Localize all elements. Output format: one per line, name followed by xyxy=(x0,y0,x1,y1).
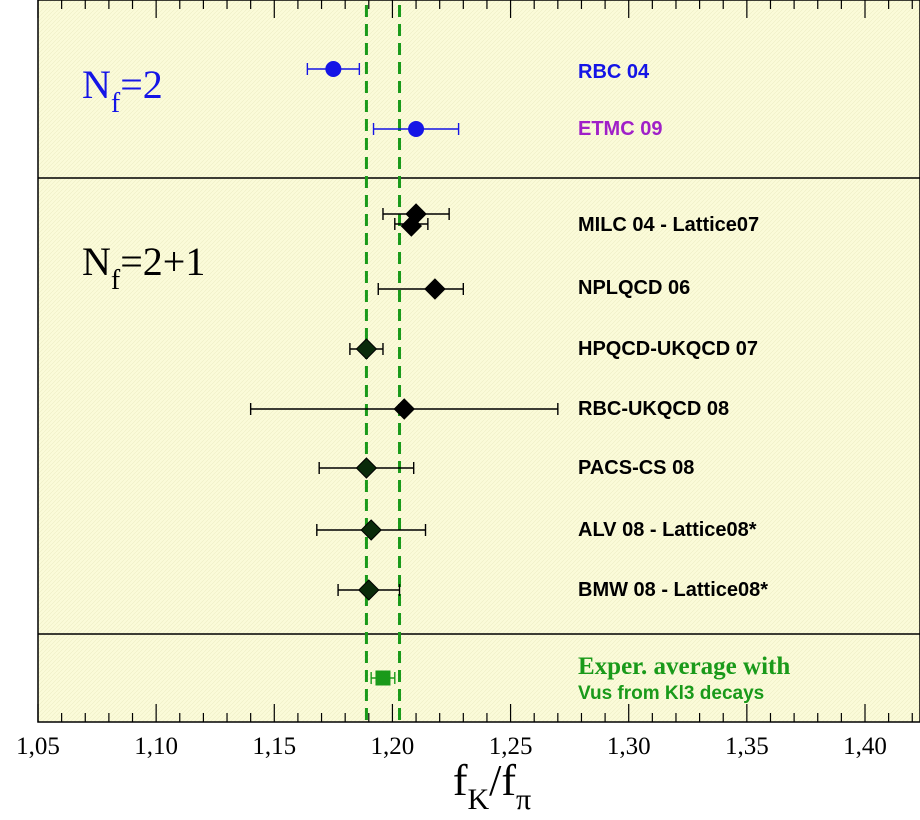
section-label-nf2p1: Nf=2+1 xyxy=(82,239,205,296)
point-label: ALV 08 - Lattice08* xyxy=(578,519,757,541)
data-point xyxy=(349,338,384,360)
x-axis-label: fK/fπ xyxy=(453,756,531,816)
point-label: RBC 04 xyxy=(578,61,650,83)
circle-marker xyxy=(408,121,425,137)
x-tick-label: 1,05 xyxy=(16,733,60,760)
point-labels: RBC 04 ETMC 09 MILC 04 - Lattice07 NPLQCD 0… xyxy=(578,61,768,601)
section-label-nf2: Nf=2 xyxy=(82,62,163,119)
data-point xyxy=(316,519,427,541)
data-point xyxy=(382,203,450,237)
data-point xyxy=(318,457,415,479)
square-marker xyxy=(375,670,391,686)
point-label: MILC 04 - Lattice07 xyxy=(578,214,759,236)
x-tick-label: 1,10 xyxy=(134,733,178,760)
diamond-marker xyxy=(424,278,446,300)
diamond-marker xyxy=(355,457,378,479)
data-point xyxy=(249,398,559,420)
point-label: HPQCD-UKQCD 07 xyxy=(578,338,758,360)
experiment-label-line2: Vus from Kl3 decays xyxy=(578,683,764,704)
x-tick-label: 1,35 xyxy=(725,733,769,760)
point-label: PACS-CS 08 xyxy=(578,457,694,479)
experiment-label-line1: Exper. average with xyxy=(578,653,790,680)
plot-background xyxy=(37,0,920,723)
x-tick-label: 1,30 xyxy=(607,733,651,760)
x-tick-label: 1,20 xyxy=(371,733,415,760)
data-point xyxy=(337,579,401,601)
circle-marker xyxy=(325,61,342,77)
data-point xyxy=(372,121,460,137)
point-label: ETMC 09 xyxy=(578,118,662,140)
top-tick-marks xyxy=(37,0,913,18)
diamond-marker xyxy=(358,579,380,601)
point-label: NPLQCD 06 xyxy=(578,277,690,299)
x-tick-label: 1,25 xyxy=(489,733,533,760)
data-points xyxy=(249,61,559,601)
x-tick-label: 1,40 xyxy=(843,733,887,760)
point-label: RBC-UKQCD 08 xyxy=(578,398,729,420)
point-label: BMW 08 - Lattice08* xyxy=(578,579,768,601)
data-point xyxy=(377,278,465,300)
data-point xyxy=(306,61,361,77)
diamond-marker xyxy=(393,398,415,420)
diamond-marker xyxy=(360,519,382,541)
diamond-marker xyxy=(355,338,378,360)
x-tick-labels: 1,05 1,10 1,15 1,20 1,25 1,30 1,35 1,40 xyxy=(16,733,887,760)
experiment-point xyxy=(370,670,396,686)
diamond-marker xyxy=(400,215,423,237)
bottom-tick-marks xyxy=(37,704,913,722)
x-tick-label: 1,15 xyxy=(252,733,296,760)
